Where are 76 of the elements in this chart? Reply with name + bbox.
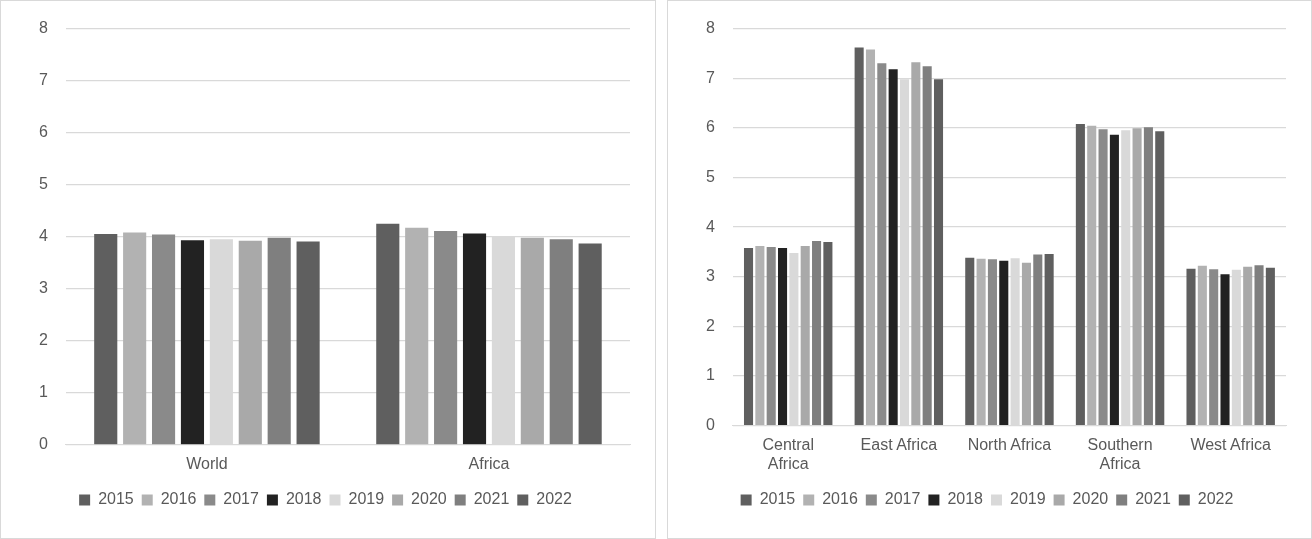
bar xyxy=(1143,127,1153,425)
legend-label: 2015 xyxy=(759,490,796,508)
bar xyxy=(922,66,932,425)
x-tick-label: Central Africa xyxy=(762,435,814,472)
legend-label: 2016 xyxy=(822,490,858,508)
legend-label: 2022 xyxy=(536,490,572,508)
y-tick-label: 4 xyxy=(38,227,48,245)
legend-label: 2018 xyxy=(947,490,984,508)
x-tick-label: North Africa xyxy=(967,435,1052,453)
legend-label: 2019 xyxy=(1010,490,1046,508)
bar xyxy=(1132,128,1142,425)
legend-label: 2017 xyxy=(884,490,921,508)
bar xyxy=(1186,268,1196,425)
bar xyxy=(812,241,822,425)
legend-label: 2015 xyxy=(98,490,134,508)
bar xyxy=(1220,274,1230,425)
x-tick-label: World xyxy=(186,454,228,472)
bar xyxy=(877,63,887,425)
y-tick-label: 6 xyxy=(705,118,715,136)
y-tick-label: 1 xyxy=(38,383,48,401)
bar xyxy=(854,47,864,425)
y-tick-label: 2 xyxy=(705,316,715,334)
y-tick-label: 2 xyxy=(38,331,48,349)
bar xyxy=(1209,269,1219,425)
bar xyxy=(1098,129,1108,425)
bar xyxy=(933,79,944,425)
x-tick-label: East Africa xyxy=(860,435,938,453)
bar xyxy=(1243,266,1253,425)
legend-label: 2021 xyxy=(1135,490,1171,508)
bar xyxy=(987,259,997,425)
x-tick-label: Africa xyxy=(468,454,510,472)
bar xyxy=(755,245,765,425)
y-tick-label: 3 xyxy=(38,279,48,297)
bar xyxy=(1021,262,1031,425)
bar xyxy=(1087,125,1097,425)
bar xyxy=(1265,267,1275,425)
y-tick-label: 7 xyxy=(705,68,715,86)
bar xyxy=(743,247,754,425)
y-tick-label: 5 xyxy=(705,167,715,185)
bar xyxy=(965,257,975,425)
y-tick-label: 0 xyxy=(705,416,715,434)
y-tick-label: 8 xyxy=(705,19,715,37)
y-tick-label: 7 xyxy=(38,71,48,89)
bar xyxy=(823,241,833,425)
y-tick-label: 8 xyxy=(38,19,48,37)
bar xyxy=(1075,123,1085,425)
y-tick-label: 5 xyxy=(38,175,48,193)
y-tick-label: 0 xyxy=(38,435,48,453)
legend-label: 2016 xyxy=(160,490,197,508)
legend-label: 2021 xyxy=(473,490,510,508)
legend-label: 2020 xyxy=(1072,490,1109,508)
y-tick-label: 4 xyxy=(705,217,715,235)
legend-label: 2019 xyxy=(348,490,385,508)
bar xyxy=(999,260,1009,425)
bar xyxy=(888,69,898,425)
y-tick-label: 3 xyxy=(705,267,715,285)
bar xyxy=(766,246,776,425)
bar xyxy=(1197,265,1207,425)
bar xyxy=(911,62,921,425)
y-tick-label: 6 xyxy=(38,123,48,141)
x-tick-label: West Africa xyxy=(1190,435,1272,453)
x-tick-label: Southern Africa xyxy=(1087,435,1153,472)
bar xyxy=(1155,131,1165,425)
bar xyxy=(865,49,876,425)
bar xyxy=(778,247,788,425)
bar xyxy=(1109,134,1119,425)
legend-label: 2017 xyxy=(223,490,260,508)
y-tick-label: 1 xyxy=(705,366,715,384)
bar xyxy=(1254,265,1264,425)
bar xyxy=(1033,254,1043,425)
legend-label: 2020 xyxy=(411,490,447,508)
bar xyxy=(800,245,810,425)
bar xyxy=(1044,253,1054,425)
bar xyxy=(976,258,986,425)
legend-label: 2022 xyxy=(1197,490,1234,508)
legend-label: 2018 xyxy=(285,490,322,508)
